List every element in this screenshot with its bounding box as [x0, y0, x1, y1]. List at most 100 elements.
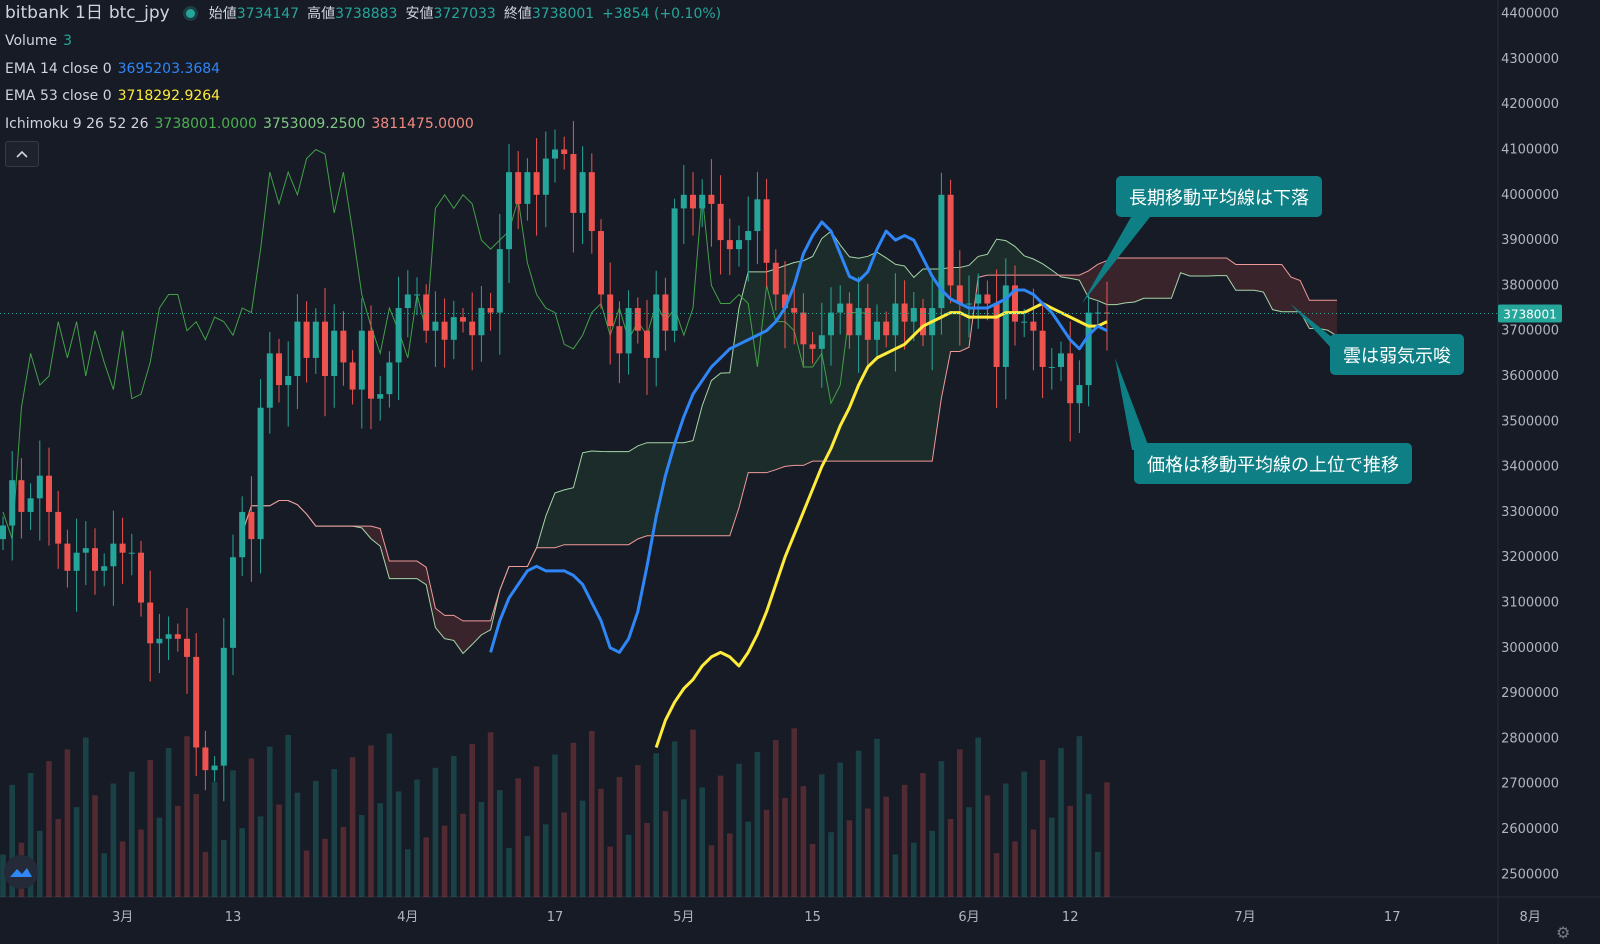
price-tick-label: 4300000: [1501, 52, 1559, 67]
cloud-segment: [1024, 255, 1034, 276]
exchange-name[interactable]: bitbank: [5, 3, 70, 24]
volume-bar: [193, 794, 199, 897]
candle-body: [119, 543, 126, 553]
candle-body: [82, 548, 89, 553]
candle-body: [138, 552, 144, 603]
volume-bar: [892, 854, 899, 897]
volume-bar: [313, 780, 319, 897]
volume-bar: [589, 730, 595, 897]
volume-bar: [432, 767, 439, 897]
volume-bar: [451, 755, 457, 897]
candle-body: [616, 326, 623, 354]
volume-bar: [809, 843, 816, 897]
time-tick-label: 17: [547, 910, 564, 925]
cloud-segment: [803, 256, 813, 466]
ema53-legend[interactable]: EMA 53 close 0 3718292.9264: [5, 83, 727, 111]
volume-name: Volume: [5, 33, 58, 50]
time-tick-label: 13: [225, 910, 242, 925]
candle-body: [276, 353, 282, 386]
chart-legend: bitbank 1日 btc_jpy 始値 3734147 高値 3738883 安…: [5, 0, 727, 138]
candle-body: [340, 330, 347, 363]
candle-body: [211, 765, 218, 771]
ema53-line: [654, 302, 1108, 748]
volume-bar: [414, 779, 420, 897]
indicator-lines: [0, 220, 1498, 748]
volume-bars: [0, 728, 1110, 897]
candle-body: [349, 362, 356, 390]
symbol-name[interactable]: btc_jpy: [108, 3, 170, 24]
annotation-price-above-ma[interactable]: 価格は移動平均線の上位で推移: [1134, 443, 1412, 484]
volume-bar: [1039, 759, 1046, 897]
cloud-segment: [886, 257, 896, 462]
volume-bar: [230, 770, 236, 897]
cloud-segment: [656, 442, 666, 536]
cloud-segment: [647, 442, 657, 536]
change-value: +3854 (+0.10%): [602, 5, 722, 22]
cloud-segment: [720, 372, 730, 536]
cloud-segment: [1153, 257, 1163, 299]
cloud-segment: [812, 238, 822, 462]
low-label: 安値: [405, 5, 434, 22]
candle-body: [561, 149, 568, 155]
cloud-segment: [693, 405, 703, 536]
candle-body: [800, 312, 807, 345]
cloud-segment: [1116, 257, 1126, 305]
time-axis[interactable]: 3月 13 4月 17 5月 15 6月 12 7月 17 8月: [112, 910, 1541, 925]
price-axis[interactable]: 4400000 4300000 4200000 4100000 4000000 39000…: [1498, 7, 1562, 883]
cloud-segment: [904, 266, 914, 462]
gear-icon[interactable]: ⚙: [1556, 923, 1571, 942]
annotation-ma-falling[interactable]: 長期移動平均線は下落: [1116, 176, 1322, 217]
volume-bar: [1030, 829, 1037, 897]
market-status-icon: [185, 9, 195, 19]
ema14-legend[interactable]: EMA 14 close 0 3695203.3684: [5, 55, 727, 83]
cloud-segment: [831, 231, 841, 462]
annotation-cloud-bearish[interactable]: 雲は弱気示唆: [1330, 334, 1464, 375]
volume-bar: [497, 790, 503, 897]
cloud-segment: [757, 271, 767, 473]
cloud-segment: [1300, 280, 1310, 329]
volume-bar: [138, 829, 144, 897]
cloud-segment: [739, 271, 749, 508]
candle-body: [414, 294, 420, 296]
candle-body: [496, 249, 503, 313]
volume-bar: [184, 736, 190, 897]
price-tick-label: 4000000: [1501, 188, 1559, 203]
ichimoku-legend[interactable]: Ichimoku 9 26 52 26 3738001.0000 3753009…: [5, 110, 727, 138]
volume-bar: [92, 795, 98, 897]
candle-body: [772, 262, 779, 295]
candle-body: [64, 543, 71, 571]
candle-body: [910, 308, 917, 322]
cloud-segment: [867, 252, 877, 462]
volume-bar: [524, 836, 531, 897]
chevron-up-icon: [16, 150, 28, 158]
cloud-segment: [417, 561, 427, 585]
price-tick-label: 3900000: [1501, 233, 1559, 248]
collapse-legend-button[interactable]: [5, 141, 39, 167]
tradingview-logo-icon[interactable]: [4, 855, 38, 889]
volume-bar: [64, 749, 71, 897]
symbol-row: bitbank 1日 btc_jpy 始値 3734147 高値 3738883 安…: [5, 0, 727, 28]
volume-bar: [708, 845, 715, 897]
volume-bar: [156, 817, 163, 897]
interval-label[interactable]: 1日: [75, 3, 103, 24]
candle-body: [1002, 285, 1009, 367]
candle-body: [699, 194, 706, 209]
volume-bar: [294, 792, 301, 897]
cloud-segment: [472, 620, 482, 645]
candle-body: [598, 231, 604, 295]
candle-body: [377, 394, 384, 399]
cloud-segment: [1281, 264, 1291, 312]
candle-body: [791, 308, 798, 313]
volume-bar: [515, 778, 521, 897]
volume-bar: [1049, 817, 1055, 897]
volume-legend[interactable]: Volume 3: [5, 28, 727, 56]
cloud-segment: [426, 567, 436, 628]
candle-body: [303, 321, 310, 358]
candle-body: [533, 172, 540, 195]
volume-bar: [267, 746, 273, 897]
time-tick-label: 7月: [1234, 910, 1255, 925]
candle-body: [202, 747, 209, 771]
cloud-segment: [564, 487, 574, 545]
